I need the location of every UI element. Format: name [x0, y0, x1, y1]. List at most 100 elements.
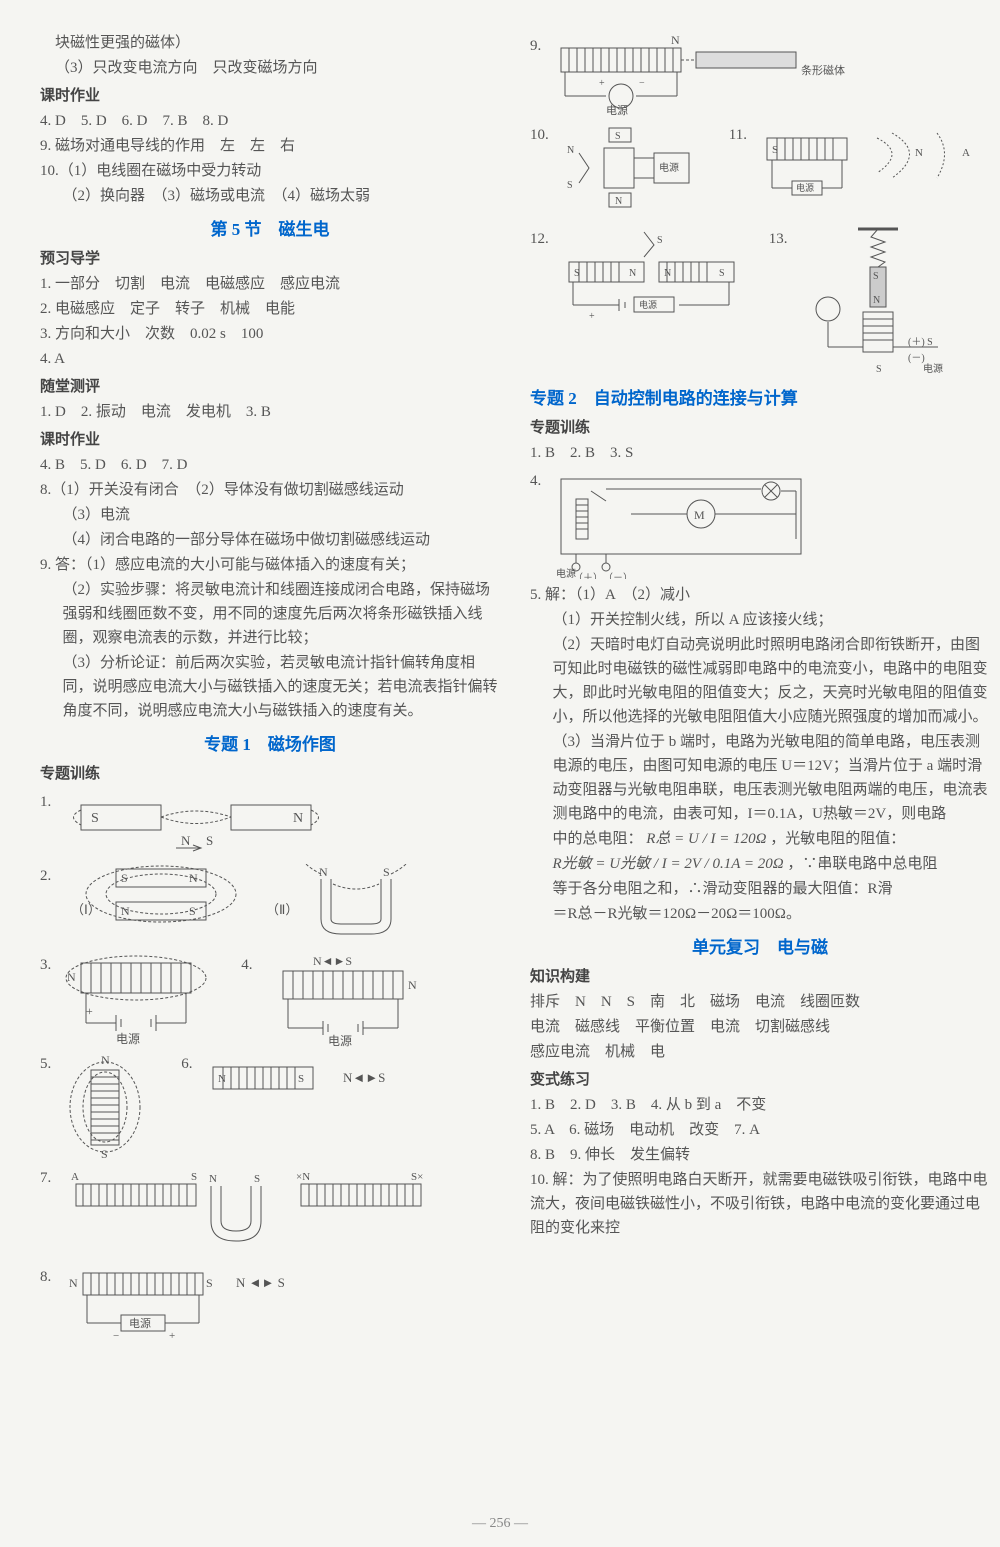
svg-text:A: A — [962, 147, 970, 159]
diagram-5: N S — [61, 1052, 171, 1162]
diagram-num: 2. — [40, 864, 51, 888]
section-heading: 课时作业 — [40, 428, 500, 452]
text-line: （3）只改变电流方向 只改变磁场方向 — [40, 56, 500, 80]
svg-text:N◄►S: N◄►S — [313, 954, 352, 968]
diagram-num: 13. — [769, 227, 788, 251]
svg-text:N: N — [915, 147, 923, 159]
diagram-13: S N (＋) S (－) 电源 S — [798, 227, 978, 377]
answer-line: （3）分析论证：前后两次实验，若灵敏电流计指针偏转角度相同，说明感应电流大小与磁… — [40, 651, 500, 723]
answer-line: 1. 一部分 切割 电流 电磁感应 感应电流 — [40, 272, 500, 296]
diagram-3: + 电源 N — [61, 953, 231, 1048]
svg-text:N: N — [189, 871, 198, 885]
section-heading: 知识构建 — [530, 965, 990, 989]
answer-line: 4. D 5. D 6. D 7. B 8. D — [40, 109, 500, 133]
section-heading: 随堂测评 — [40, 375, 500, 399]
svg-text:S: S — [873, 271, 879, 282]
answer-line: 感应电流 机械 电 — [530, 1040, 990, 1064]
diagram-10: S N N S 电源 — [559, 123, 719, 223]
svg-text:S: S — [191, 1171, 197, 1183]
svg-text:（Ⅱ）: （Ⅱ） — [266, 902, 298, 917]
unit-review-title: 单元复习 电与磁 — [530, 934, 990, 961]
svg-text:N: N — [319, 865, 328, 879]
answer-line: 等于各分电阻之和，∴滑动变阻器的最大阻值：R滑 — [530, 877, 990, 901]
svg-text:电源: 电源 — [639, 299, 657, 310]
diagram-num: 3. — [40, 953, 51, 977]
diagram-num: 12. — [530, 227, 549, 251]
svg-text:M: M — [694, 508, 705, 522]
svg-text:N: N — [629, 268, 636, 279]
answer-line: （3）电流 — [40, 503, 500, 527]
answer-line: 2. 电磁感应 定子 转子 机械 电能 — [40, 297, 500, 321]
answer-line: 排斥 N N S 南 北 磁场 电流 线圈匝数 — [530, 990, 990, 1014]
svg-text:（－）: （－） — [603, 572, 633, 579]
svg-text:S: S — [298, 1073, 304, 1085]
diagram-num: 8. — [40, 1265, 51, 1289]
diagram-num: 11. — [729, 123, 747, 147]
section-heading: 专题训练 — [40, 762, 500, 786]
diagram-4: N◄►S N 电源 — [263, 953, 443, 1048]
svg-text:电源: 电源 — [606, 103, 628, 117]
answer-line: （3）当滑片位于 b 端时，电路为光敏电阻的简单电路，电压表测电源的电压，由图可… — [530, 730, 990, 826]
formula-line: R光敏 = U光敏 / I = 2V / 0.1A = 20Ω ，∵串联电路中总… — [530, 852, 990, 876]
svg-text:−: − — [639, 78, 645, 89]
svg-text:N: N — [209, 1173, 217, 1185]
diagram-1: S N N S — [61, 790, 341, 860]
diagram-num: 10. — [530, 123, 549, 147]
svg-text:S: S — [206, 1276, 213, 1290]
answer-line: 5. A 6. 磁场 电动机 改变 7. A — [530, 1118, 990, 1142]
answer-line: 10. 解：为了使照明电路白天断开，就需要电磁铁吸引衔铁，电路中电流大，夜间电磁… — [530, 1168, 990, 1240]
svg-text:电源: 电源 — [129, 1316, 151, 1330]
svg-text:N: N — [69, 1276, 78, 1290]
diagram-9: N 条形磁体 电源 + − — [551, 34, 851, 119]
answer-line: （2）天暗时电灯自动亮说明此时照明电路闭合即衔铁断开，由图可知此时电磁铁的磁性减… — [530, 633, 990, 729]
diagram-num: 7. — [40, 1166, 51, 1190]
diagram-2: S N N S （Ⅰ） （Ⅱ） N S — [61, 864, 441, 949]
svg-text:电源: 电源 — [923, 362, 943, 375]
svg-text:S: S — [91, 811, 99, 826]
svg-text:S: S — [254, 1173, 260, 1185]
svg-text:+: + — [589, 311, 595, 322]
diagram-num: 5. — [40, 1052, 51, 1076]
svg-text:×N: ×N — [296, 1171, 310, 1183]
svg-text:+: + — [86, 1004, 93, 1018]
diagram-num: 6. — [181, 1052, 192, 1076]
answer-line: 8.（1）开关没有闭合 （2）导体没有做切割磁感线运动 — [40, 478, 500, 502]
answer-line: （4）闭合电路的一部分导体在磁场中做切割磁感线运动 — [40, 528, 500, 552]
svg-text:S: S — [101, 1147, 108, 1161]
svg-text:N: N — [873, 295, 880, 306]
svg-text:N: N — [181, 833, 191, 848]
answer-line: 电流 磁感线 平衡位置 电流 切割磁感线 — [530, 1015, 990, 1039]
svg-text:N◄►S: N◄►S — [343, 1070, 385, 1085]
section-5-title: 第 5 节 磁生电 — [40, 216, 500, 243]
answer-line: （1）开关控制火线，所以 A 应该接火线； — [530, 608, 990, 632]
answer-line: 4. B 5. D 6. D 7. D — [40, 453, 500, 477]
svg-text:N: N — [293, 811, 303, 826]
svg-text:N: N — [671, 34, 680, 47]
answer-line: 10.（1）电线圈在磁场中受力转动 — [40, 159, 500, 183]
svg-text:(＋) S: (＋) S — [908, 337, 933, 348]
svg-text:S: S — [876, 364, 882, 375]
svg-text:电源: 电源 — [328, 1034, 352, 1048]
svg-text:S×: S× — [411, 1171, 423, 1183]
svg-text:（＋）: （＋） — [573, 572, 603, 579]
answer-line: 1. B 2. D 3. B 4. 从 b 到 a 不变 — [530, 1093, 990, 1117]
answer-line: 9. 磁场对通电导线的作用 左 左 右 — [40, 134, 500, 158]
answer-line: 5. 解：（1）A （2）减小 — [530, 583, 990, 607]
diagram-7: A S N S ×N S× — [61, 1166, 461, 1261]
section-heading: 变式练习 — [530, 1068, 990, 1092]
svg-text:N: N — [121, 904, 130, 918]
topic-2-title: 专题 2 自动控制电路的连接与计算 — [530, 385, 990, 412]
diagram-num: 9. — [530, 34, 541, 58]
answer-line: 9. 答：（1）感应电流的大小可能与磁体插入的速度有关； — [40, 553, 500, 577]
answer-line: （2）实验步骤：将灵敏电流计和线圈连接成闭合电路，保持磁场强弱和线圈匝数不变，用… — [40, 578, 500, 650]
svg-text:S: S — [206, 833, 213, 848]
svg-text:N ◄► S: N ◄► S — [236, 1275, 285, 1290]
svg-text:S: S — [657, 235, 663, 246]
svg-text:N: N — [664, 268, 671, 279]
svg-text:条形磁体: 条形磁体 — [801, 63, 845, 77]
topic-1-title: 专题 1 磁场作图 — [40, 731, 500, 758]
svg-text:(－): (－) — [908, 353, 925, 364]
svg-text:−: − — [113, 1330, 119, 1342]
svg-text:S: S — [615, 131, 621, 142]
answer-line: 8. B 9. 伸长 发生偏转 — [530, 1143, 990, 1167]
